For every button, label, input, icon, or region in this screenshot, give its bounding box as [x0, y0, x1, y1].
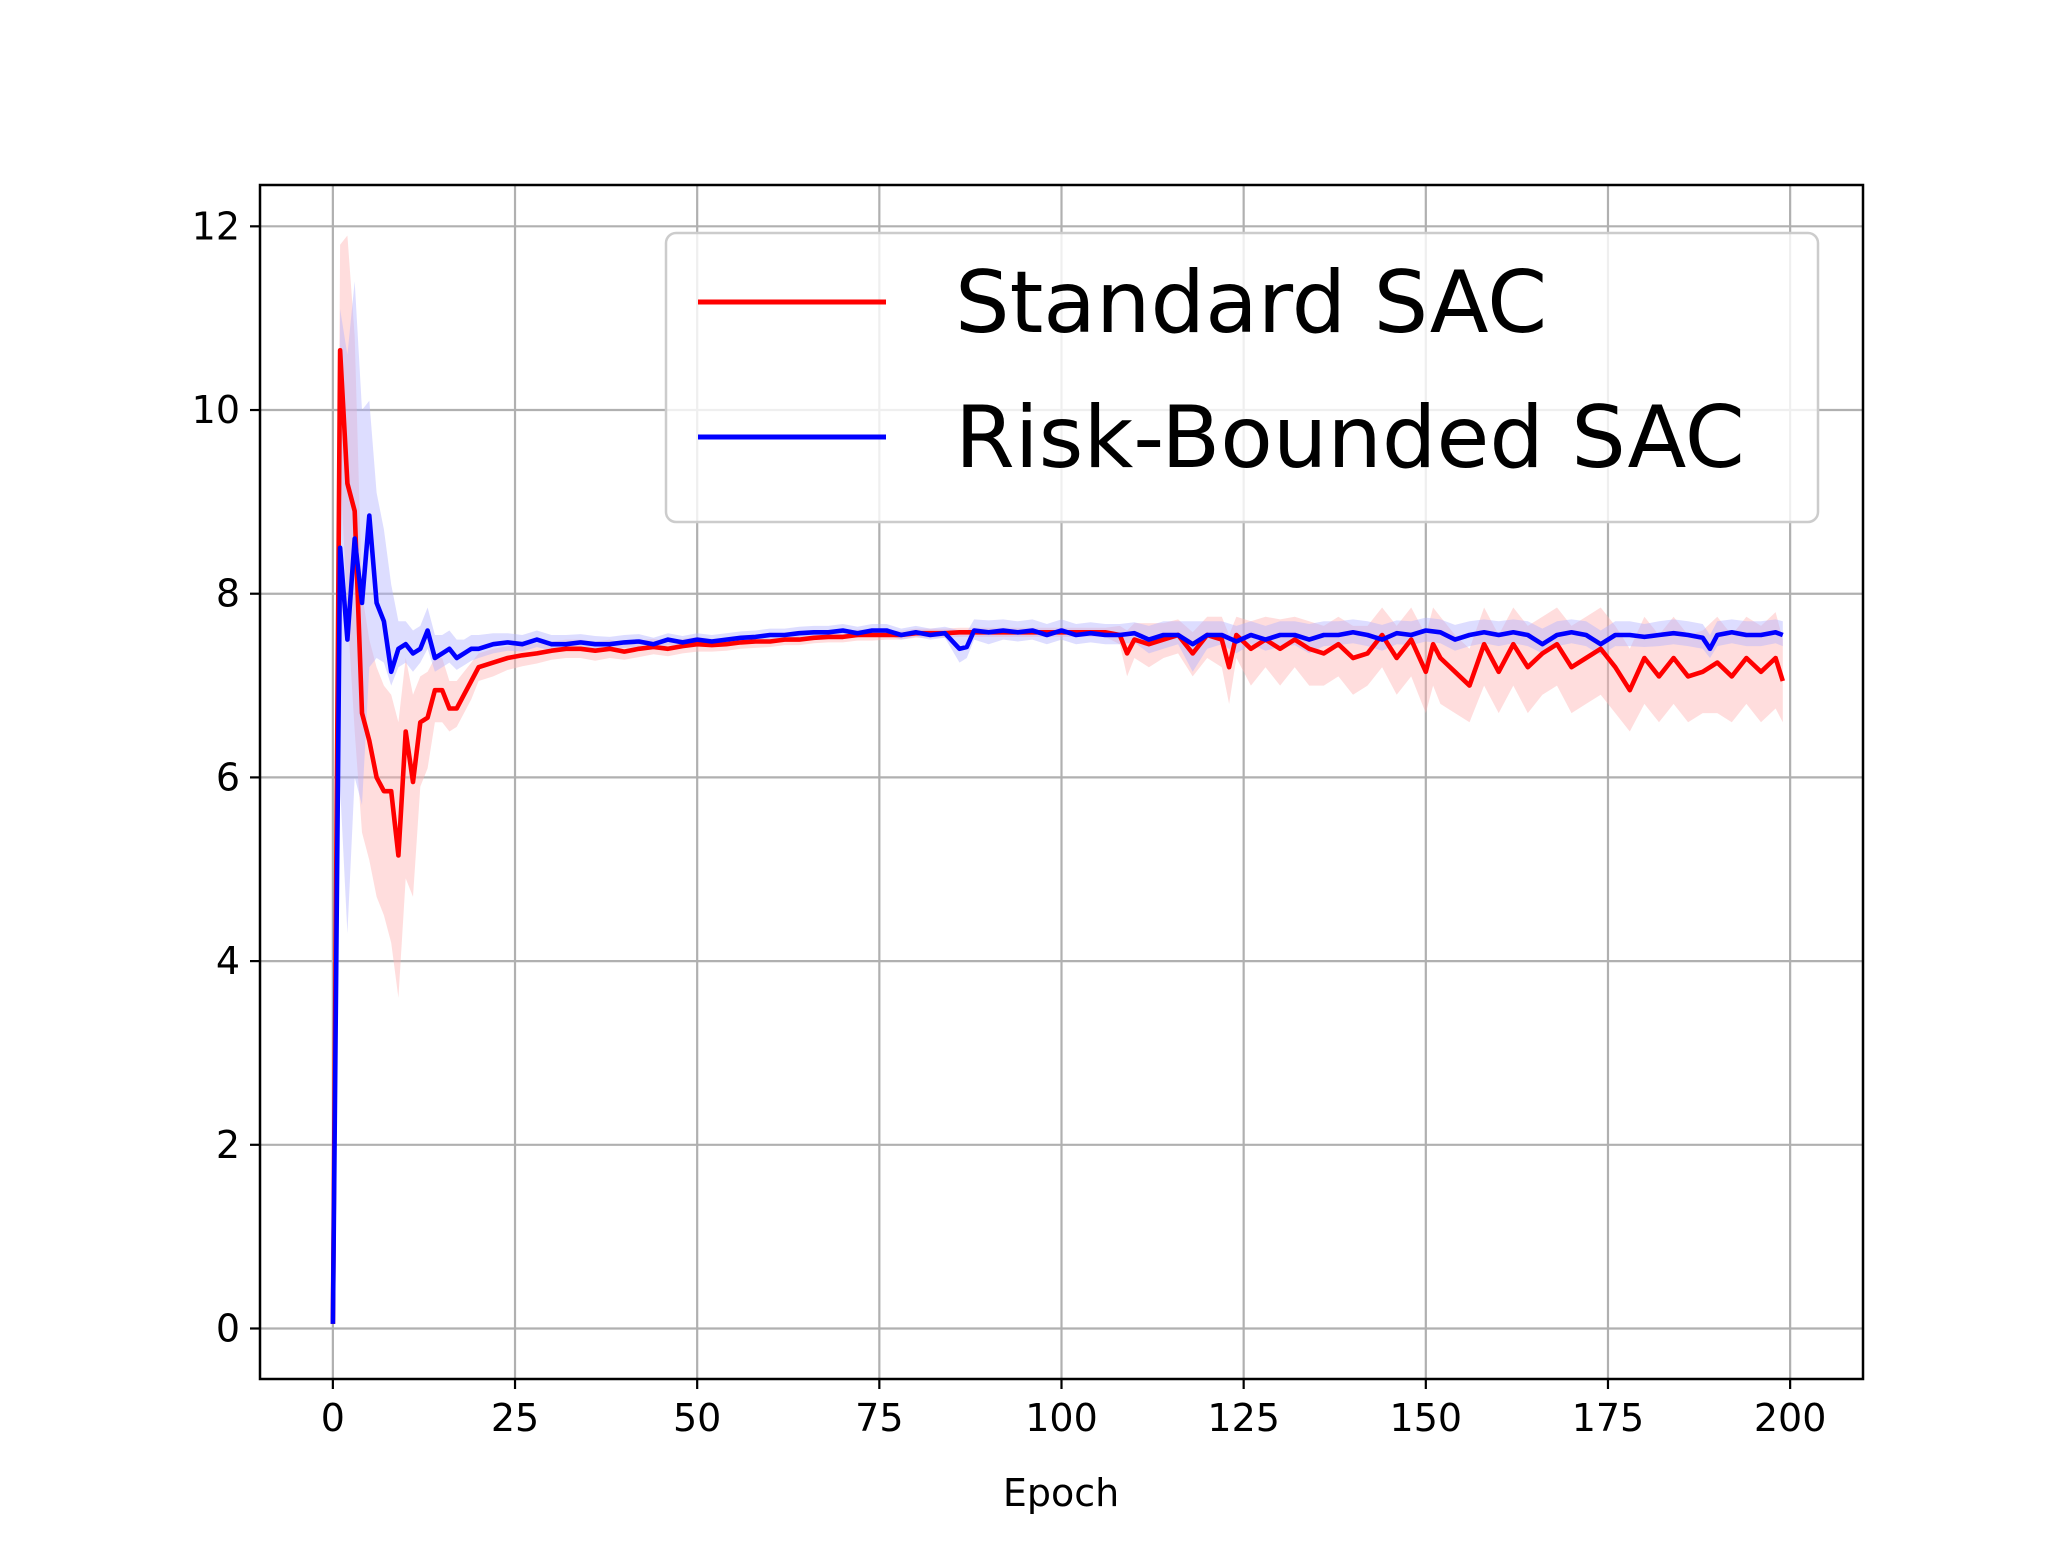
y-tick-label: 12 [192, 204, 240, 248]
y-tick-label: 0 [216, 1306, 240, 1350]
x-tick-label: 0 [321, 1396, 345, 1440]
x-tick-label: 125 [1207, 1396, 1280, 1440]
legend-box [664, 231, 1820, 524]
x-tick-label: 100 [1025, 1396, 1098, 1440]
axis-ticks: 0 25 50 75 100 125 150 175 200 0 2 4 6 8 10 12 [192, 204, 1827, 1440]
legend: Standard SAC Risk-Bounded SAC [664, 231, 1820, 524]
x-tick-label: 25 [491, 1396, 539, 1440]
x-tick-label: 50 [673, 1396, 721, 1440]
legend-label-risk-bounded-sac: Risk-Bounded SAC [955, 388, 1745, 488]
series-line-risk-bounded-sac [330, 513, 1784, 1324]
y-tick-label: 2 [216, 1123, 240, 1167]
x-axis-label: Epoch [1003, 1471, 1119, 1515]
y-tick-label: 10 [192, 388, 240, 432]
y-tick-label: 6 [216, 755, 240, 799]
x-tick-label: 150 [1390, 1396, 1463, 1440]
x-tick-label: 175 [1572, 1396, 1645, 1440]
y-tick-label: 4 [216, 939, 240, 983]
x-tick-label: 75 [855, 1396, 903, 1440]
x-tick-label: 200 [1754, 1396, 1827, 1440]
series-lines [330, 347, 1785, 1324]
y-tick-label: 8 [216, 572, 240, 616]
legend-label-standard-sac: Standard SAC [955, 253, 1547, 353]
